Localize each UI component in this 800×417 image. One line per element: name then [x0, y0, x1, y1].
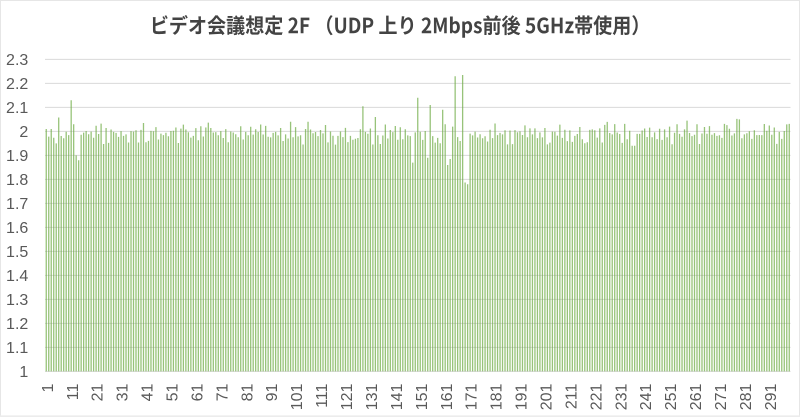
svg-text:211: 211 [563, 384, 580, 410]
svg-text:121: 121 [339, 384, 356, 411]
svg-text:131: 131 [364, 384, 381, 411]
svg-text:281: 281 [738, 384, 755, 411]
svg-text:1.9: 1.9 [6, 148, 28, 165]
svg-text:41: 41 [140, 383, 157, 401]
svg-text:231: 231 [613, 384, 630, 411]
svg-text:151: 151 [414, 384, 431, 411]
svg-text:111: 111 [314, 384, 331, 408]
svg-text:141: 141 [389, 384, 406, 411]
svg-text:251: 251 [663, 384, 680, 411]
svg-text:1.3: 1.3 [6, 292, 28, 309]
svg-text:1.2: 1.2 [6, 316, 28, 333]
svg-text:1.4: 1.4 [6, 268, 28, 285]
svg-text:71: 71 [214, 383, 231, 401]
svg-text:1: 1 [40, 384, 57, 393]
svg-text:241: 241 [638, 384, 655, 411]
svg-text:161: 161 [439, 384, 456, 411]
svg-text:261: 261 [688, 384, 705, 411]
svg-text:81: 81 [239, 383, 256, 401]
svg-text:191: 191 [514, 384, 531, 411]
svg-text:1.1: 1.1 [6, 340, 28, 357]
svg-text:2: 2 [19, 124, 28, 141]
svg-text:291: 291 [763, 384, 780, 411]
svg-text:201: 201 [539, 384, 556, 411]
svg-text:181: 181 [489, 384, 506, 411]
svg-text:221: 221 [588, 384, 605, 411]
svg-text:1.6: 1.6 [6, 220, 28, 237]
svg-text:1.8: 1.8 [6, 172, 28, 189]
svg-text:11: 11 [65, 383, 82, 400]
svg-text:1.7: 1.7 [6, 196, 28, 213]
svg-text:171: 171 [464, 384, 481, 411]
svg-text:1.5: 1.5 [6, 244, 28, 261]
svg-text:31: 31 [115, 383, 132, 401]
svg-text:101: 101 [289, 384, 306, 411]
svg-text:91: 91 [264, 383, 281, 401]
svg-text:2.1: 2.1 [6, 100, 28, 117]
svg-text:271: 271 [713, 384, 730, 411]
svg-text:2.3: 2.3 [6, 52, 28, 69]
svg-text:21: 21 [90, 383, 107, 401]
svg-text:61: 61 [189, 383, 206, 401]
svg-text:51: 51 [165, 383, 182, 401]
svg-text:1: 1 [19, 364, 28, 381]
svg-text:2.2: 2.2 [6, 76, 28, 93]
